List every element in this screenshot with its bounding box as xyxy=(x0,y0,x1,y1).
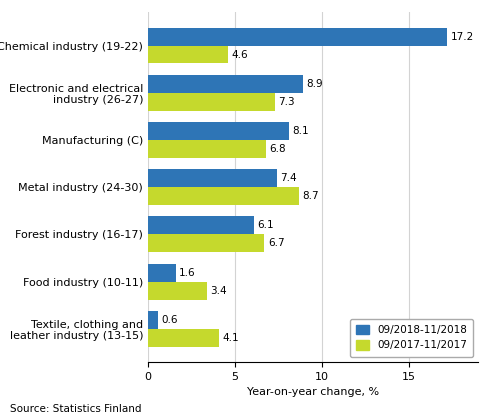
Text: 3.4: 3.4 xyxy=(211,286,227,296)
Bar xyxy=(148,235,264,253)
Text: 17.2: 17.2 xyxy=(451,32,474,42)
Bar xyxy=(148,216,254,235)
Bar xyxy=(148,187,299,205)
Bar xyxy=(148,282,207,300)
Bar xyxy=(148,75,303,93)
Text: Source: Statistics Finland: Source: Statistics Finland xyxy=(10,404,141,414)
Text: 8.9: 8.9 xyxy=(306,79,323,89)
Bar xyxy=(148,27,447,45)
Legend: 09/2018-11/2018, 09/2017-11/2017: 09/2018-11/2018, 09/2017-11/2017 xyxy=(350,319,473,357)
Bar xyxy=(148,140,266,158)
Text: 1.6: 1.6 xyxy=(179,267,196,277)
Text: 6.7: 6.7 xyxy=(268,238,284,248)
Text: 0.6: 0.6 xyxy=(162,315,178,325)
Text: 4.6: 4.6 xyxy=(231,50,248,59)
Text: 8.1: 8.1 xyxy=(292,126,309,136)
Text: 7.4: 7.4 xyxy=(280,173,297,183)
Text: 6.8: 6.8 xyxy=(270,144,286,154)
Bar xyxy=(148,93,275,111)
Bar xyxy=(148,329,219,347)
Bar xyxy=(148,311,158,329)
Text: 6.1: 6.1 xyxy=(257,220,274,230)
Bar xyxy=(148,169,277,187)
Bar xyxy=(148,45,228,64)
Text: 7.3: 7.3 xyxy=(278,97,295,107)
X-axis label: Year-on-year change, %: Year-on-year change, % xyxy=(247,387,379,397)
Bar xyxy=(148,264,176,282)
Bar xyxy=(148,122,289,140)
Text: 8.7: 8.7 xyxy=(303,191,319,201)
Text: 4.1: 4.1 xyxy=(223,333,239,343)
